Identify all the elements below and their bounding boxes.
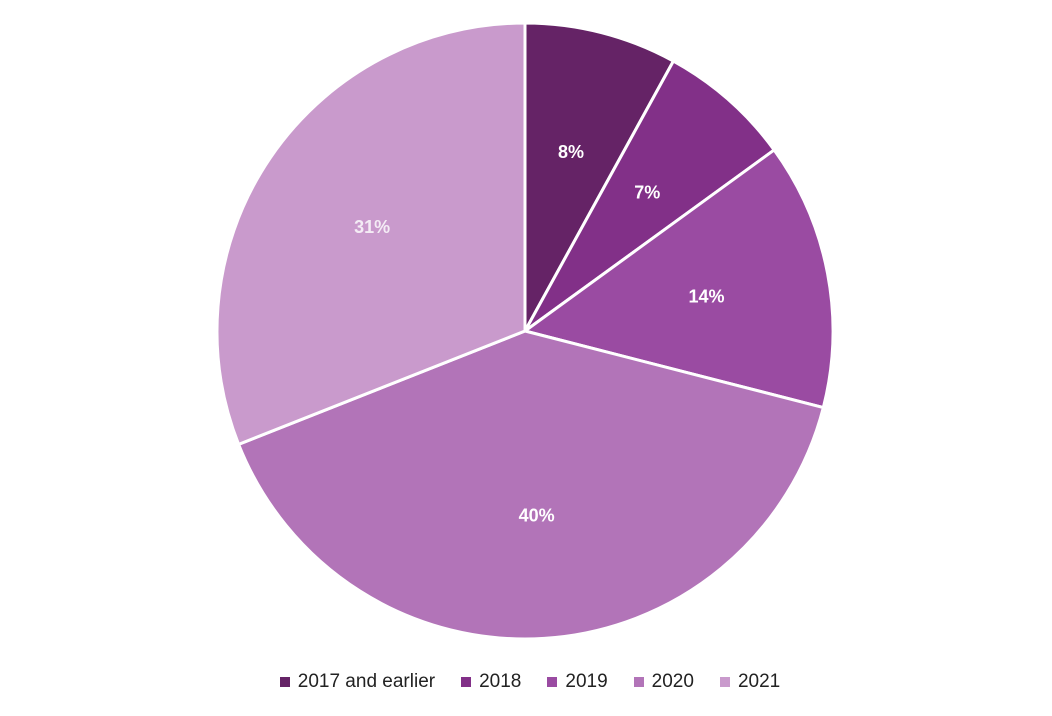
pie-slice-2021 — [215, 21, 527, 446]
legend-label: 2020 — [651, 671, 694, 692]
legend-swatch-icon — [547, 677, 558, 687]
legend-label: 2021 — [737, 671, 781, 692]
legend-swatch-icon — [461, 677, 472, 687]
pie-slice-2019 — [523, 148, 835, 410]
legend-item-2017-and-earlier: 2017 and earlier — [279, 671, 436, 693]
pie-slice-2020 — [237, 329, 825, 641]
legend-item-2020: 2020 — [633, 671, 694, 693]
legend-item-2021: 2021 — [719, 671, 781, 693]
legend-label: 2018 — [479, 671, 522, 692]
data-label-2017-and-earlier: 8% — [558, 142, 584, 162]
data-label-2021: 31% — [354, 217, 390, 237]
pie-slice-2017-and-earlier — [523, 21, 675, 333]
pie-data-labels: 8% 7% 14% 40% 31% — [354, 142, 724, 525]
legend-item-2019: 2019 — [547, 671, 608, 693]
legend-swatch-icon — [633, 677, 644, 687]
legend-swatch-icon — [719, 677, 730, 687]
chart-legend: 2017 and earlier 2018 2019 2020 2021 — [0, 671, 1052, 693]
legend-item-2018: 2018 — [461, 671, 521, 693]
legend-label: 2017 and earlier — [297, 671, 436, 692]
data-label-2019: 14% — [689, 286, 725, 306]
data-label-2020: 40% — [519, 505, 555, 525]
data-label-2018: 7% — [634, 182, 660, 202]
legend-swatch-icon — [279, 677, 290, 687]
pie-slices — [215, 21, 835, 641]
legend-label: 2019 — [565, 671, 608, 692]
pie-slice-2018 — [523, 59, 776, 333]
